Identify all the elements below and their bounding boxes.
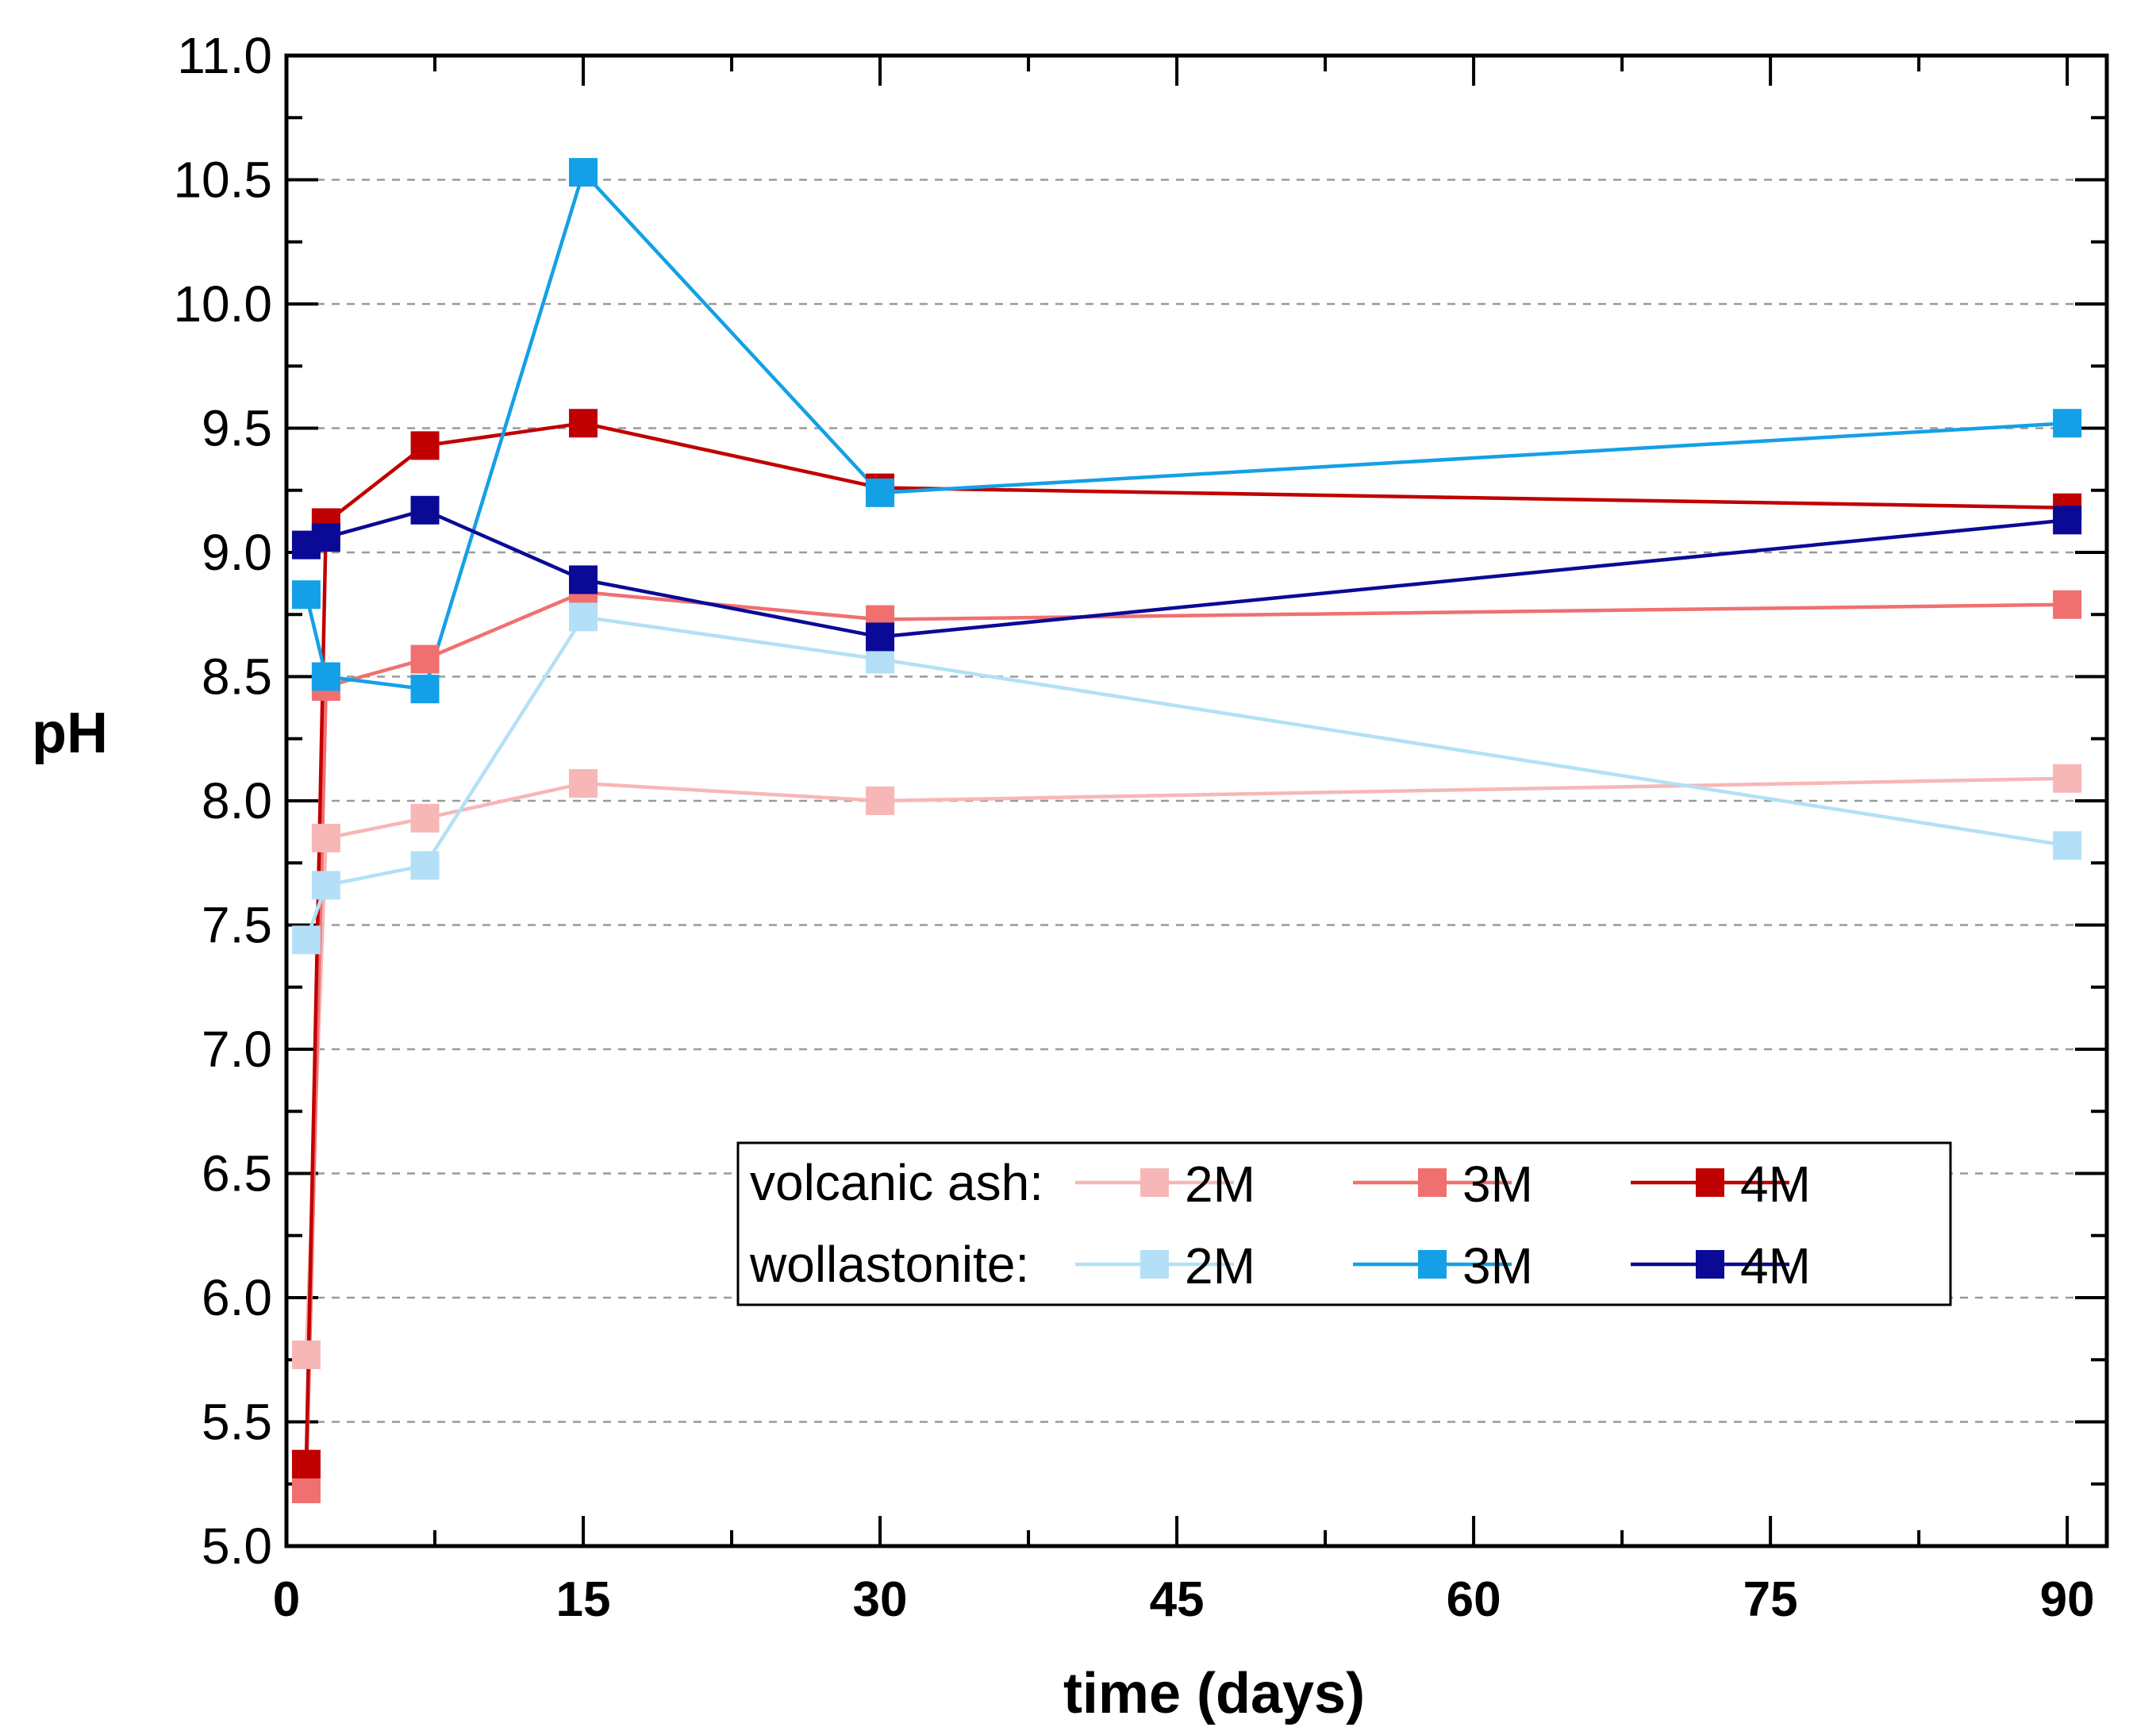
x-tick-label-3: 45 <box>1150 1572 1205 1627</box>
legend-marker-volcanic-ash-2M <box>1140 1168 1169 1197</box>
point-wollastonite-4M-3 <box>569 565 598 594</box>
legend-label-volcanic-ash-4M: 4M <box>1740 1156 1811 1213</box>
point-volcanic-ash-2M-1 <box>311 823 340 852</box>
point-wollastonite-2M-2 <box>410 851 440 880</box>
x-tick-label-6: 90 <box>2040 1572 2095 1627</box>
legend-row-label-wollastonite: wollastonite: <box>749 1236 1029 1293</box>
y-tick-label-6: 8.0 <box>202 772 272 829</box>
point-volcanic-ash-4M-3 <box>569 409 598 438</box>
y-tick-label-0: 5.0 <box>202 1518 272 1575</box>
legend-label-wollastonite-2M: 2M <box>1185 1237 1255 1294</box>
legend-marker-volcanic-ash-4M <box>1696 1168 1724 1197</box>
legend-label-wollastonite-3M: 3M <box>1462 1237 1533 1294</box>
point-volcanic-ash-2M-4 <box>866 787 895 815</box>
point-wollastonite-4M-1 <box>311 523 340 552</box>
point-volcanic-ash-2M-2 <box>410 803 440 833</box>
legend-marker-wollastonite-4M <box>1696 1250 1724 1279</box>
point-wollastonite-4M-2 <box>410 495 440 525</box>
point-wollastonite-2M-0 <box>291 925 321 955</box>
legend-marker-volcanic-ash-3M <box>1418 1168 1447 1197</box>
series-markers <box>291 158 2082 1504</box>
y-tick-label-12: 11.0 <box>177 27 272 84</box>
x-axis-title: time (days) <box>1063 1662 1365 1725</box>
x-tick-label-1: 15 <box>556 1572 611 1627</box>
legend-label-volcanic-ash-3M: 3M <box>1462 1156 1533 1213</box>
legend-entries: 2M 3M 4M 2M 3M 4M <box>1075 1156 1811 1294</box>
legend-row-label-volcanic-ash: volcanic ash: <box>750 1154 1043 1211</box>
y-tick-label-5: 7.5 <box>202 897 272 954</box>
y-tick-label-3: 6.5 <box>202 1145 272 1202</box>
point-volcanic-ash-2M-3 <box>569 769 598 798</box>
point-volcanic-ash-3M-0 <box>291 1475 321 1504</box>
point-wollastonite-2M-3 <box>569 602 598 632</box>
y-tick-label-2: 6.0 <box>202 1269 272 1326</box>
point-wollastonite-3M-3 <box>569 158 598 187</box>
point-wollastonite-3M-5 <box>2053 409 2082 438</box>
point-volcanic-ash-3M-5 <box>2053 590 2082 619</box>
legend-label-wollastonite-4M: 4M <box>1740 1237 1811 1294</box>
point-volcanic-ash-2M-5 <box>2053 764 2082 793</box>
legend: volcanic ash: wollastonite: 2M 3M 4M 2M 3M 4M <box>736 1141 1952 1306</box>
point-volcanic-ash-2M-0 <box>291 1340 321 1369</box>
x-tick-label-2: 30 <box>853 1572 908 1627</box>
y-tick-labels: 5.0 5.5 6.0 6.5 7.0 7.5 8.0 8.5 9.0 9.5 10.0 10.5 11… <box>173 27 272 1575</box>
legend-marker-wollastonite-3M <box>1418 1250 1447 1279</box>
point-wollastonite-2M-1 <box>311 871 340 900</box>
y-tick-label-8: 9.0 <box>202 524 272 581</box>
point-volcanic-ash-4M-2 <box>410 431 440 460</box>
y-axis-title: pH <box>32 702 108 765</box>
point-volcanic-ash-4M-0 <box>291 1449 321 1479</box>
legend-label-volcanic-ash-2M: 2M <box>1185 1156 1255 1213</box>
y-tick-label-9: 9.5 <box>202 400 272 457</box>
y-tick-label-10: 10.0 <box>173 275 272 333</box>
y-tick-label-7: 8.5 <box>202 648 272 706</box>
y-tick-label-4: 7.0 <box>202 1021 272 1078</box>
point-volcanic-ash-3M-2 <box>410 644 440 674</box>
point-wollastonite-4M-5 <box>2053 506 2082 535</box>
point-wollastonite-4M-4 <box>866 622 895 652</box>
series-line-volcanic-ash-3M <box>304 590 2068 1490</box>
legend-marker-wollastonite-2M <box>1140 1250 1169 1279</box>
x-tick-label-5: 75 <box>1743 1572 1798 1627</box>
point-wollastonite-2M-5 <box>2053 831 2082 860</box>
x-tick-label-4: 60 <box>1447 1572 1501 1627</box>
point-wollastonite-3M-0 <box>291 580 321 610</box>
point-wollastonite-3M-2 <box>410 675 440 704</box>
point-wollastonite-3M-1 <box>311 662 340 691</box>
point-wollastonite-3M-4 <box>866 478 895 507</box>
x-tick-label-0: 0 <box>273 1572 300 1627</box>
series-line-volcanic-ash-2M <box>304 776 2068 1356</box>
y-tick-label-1: 5.5 <box>202 1394 272 1451</box>
legend-box <box>736 1141 1952 1306</box>
x-tick-labels: 0 15 30 45 60 75 90 <box>273 1572 2095 1627</box>
y-tick-label-11: 10.5 <box>173 152 272 209</box>
